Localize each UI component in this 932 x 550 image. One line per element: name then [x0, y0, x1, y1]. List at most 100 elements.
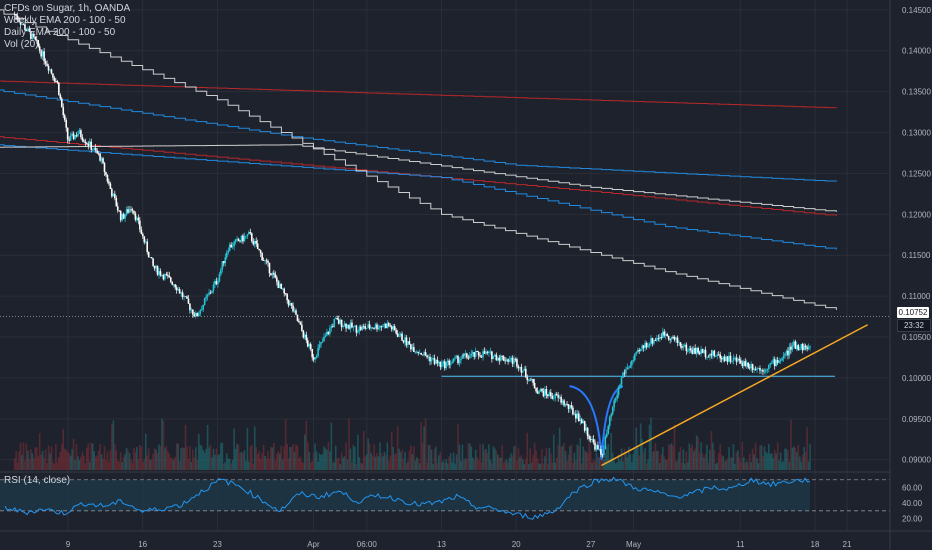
volume-bar [803, 447, 805, 470]
price-tick-label: 0.13000 [902, 129, 931, 138]
candle-body [452, 358, 455, 362]
volume-bar [306, 442, 309, 470]
candle-body [167, 274, 169, 276]
volume-bar [701, 453, 704, 470]
candle-body [24, 24, 26, 30]
volume-bar [125, 447, 128, 470]
volume-bar [364, 456, 367, 470]
volume-bar [140, 446, 143, 470]
candle-body [343, 323, 346, 327]
candle-body [364, 326, 367, 329]
volume-bar [710, 431, 713, 470]
time-tick-label: 20 [512, 540, 521, 549]
volume-bar [218, 454, 221, 470]
candle-body [801, 344, 804, 351]
candle-body [504, 360, 506, 362]
volume-bar [345, 442, 347, 470]
volume-bar [380, 453, 383, 470]
volume-bar [564, 451, 567, 470]
candle-body [90, 141, 93, 150]
candle-body [75, 135, 78, 137]
candle-body [240, 235, 243, 242]
volume-bar [778, 460, 780, 470]
candle-body [271, 272, 274, 276]
volume-bar [560, 447, 562, 470]
volume-bar [342, 457, 344, 470]
candle-body [519, 366, 521, 369]
weekly-ema-legend[interactable]: Weekly EMA 200 - 100 - 50 [4, 15, 126, 26]
candle-body [371, 327, 374, 329]
volume-bar [550, 453, 552, 470]
candle-body [676, 337, 679, 343]
volume-bar [722, 456, 724, 470]
volume-bar [756, 458, 758, 470]
candle-body [616, 395, 618, 399]
candle-body [791, 345, 794, 350]
volume-bar [688, 443, 691, 470]
volume-bar [84, 463, 87, 470]
candle-body [474, 350, 477, 357]
candle-body [554, 394, 557, 399]
candle-body [278, 283, 281, 289]
price-axis[interactable]: 0.14500 0.14000 0.13500 0.13000 0.12500 0.120… [902, 6, 931, 465]
candle-body [722, 356, 724, 360]
candle-body [309, 344, 312, 350]
volume-bar [413, 446, 415, 470]
volume-bar [644, 448, 646, 470]
volume-bar [664, 460, 667, 470]
candle-body [460, 358, 462, 361]
candle-body [365, 327, 368, 329]
volume-bar [43, 458, 45, 470]
candles[interactable] [13, 11, 811, 458]
volume-bar [368, 443, 371, 470]
volume-legend[interactable]: Vol (20) [4, 39, 39, 50]
candle-body [100, 158, 103, 161]
candle-body [287, 300, 290, 306]
volume-bar [675, 461, 677, 470]
candle-body [283, 288, 286, 294]
volume-bar [796, 452, 798, 470]
candle-body [613, 400, 615, 408]
price-tick-label: 0.11500 [902, 251, 931, 260]
candle-body [793, 341, 795, 346]
volume-bar [38, 433, 41, 470]
volume-bar [351, 462, 353, 470]
candle-body [258, 248, 260, 251]
candle-body [664, 334, 667, 336]
volume-bar [502, 462, 505, 470]
volume-bar [527, 463, 530, 470]
volume-bar [379, 442, 381, 470]
volume-bar [340, 452, 343, 470]
volume-bar [320, 454, 322, 470]
rsi-legend[interactable]: RSI (14, close) [4, 475, 71, 486]
candle-body [336, 317, 339, 320]
volume-bar [580, 463, 583, 470]
candle-body [535, 388, 537, 392]
candle-body [362, 326, 365, 328]
volume-bar [68, 452, 70, 470]
candle-body [225, 252, 228, 258]
candle-body [146, 241, 149, 252]
candle-body [469, 355, 471, 359]
candle-body [586, 427, 589, 437]
symbol-title[interactable]: CFDs on Sugar, 1h, OANDA [4, 3, 131, 14]
candle-body [800, 344, 803, 350]
volume-bar [180, 448, 182, 470]
candle-body [168, 275, 171, 278]
candle-body [401, 333, 403, 341]
volume-bar [682, 449, 685, 470]
time-axis[interactable]: 9 16 23 Apr 06:00 13 20 27 May 11 18 21 [66, 540, 852, 549]
volume-bar [480, 462, 483, 470]
candle-body [647, 346, 649, 348]
volume-bar [544, 456, 546, 470]
volume-bar [231, 460, 234, 470]
daily-ema-legend[interactable]: Daily EMA 200 - 100 - 50 [4, 27, 116, 38]
volume-bar [430, 449, 433, 470]
candle-body [342, 326, 344, 328]
candle-body [436, 359, 439, 364]
volume-bar [695, 435, 698, 470]
volume-bar [189, 446, 191, 470]
volume-bar [551, 462, 554, 470]
volume-bar [473, 459, 476, 470]
candle-body [211, 290, 213, 293]
